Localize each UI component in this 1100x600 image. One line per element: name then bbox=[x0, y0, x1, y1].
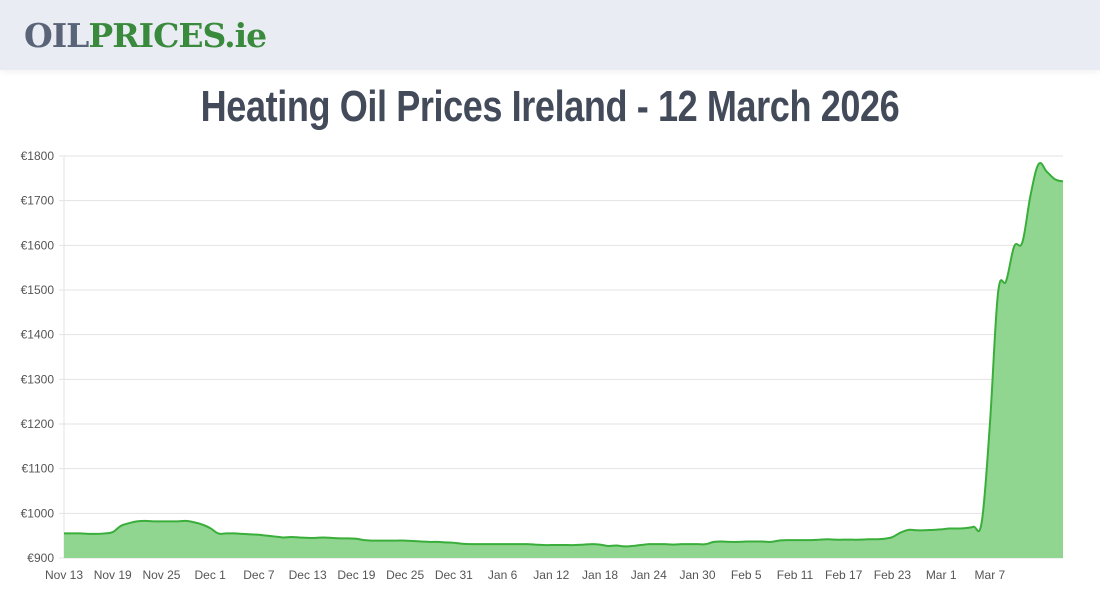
price-area-fill bbox=[64, 162, 1063, 558]
x-tick-label: Mar 7 bbox=[975, 568, 1006, 582]
y-tick-label: €1100 bbox=[22, 462, 55, 476]
y-tick-label: €1200 bbox=[21, 417, 55, 431]
y-tick-label: €1600 bbox=[21, 238, 55, 252]
x-tick-label: Dec 19 bbox=[337, 568, 375, 582]
y-tick-label: €1800 bbox=[21, 149, 55, 163]
x-tick-label: Mar 1 bbox=[926, 568, 957, 582]
x-tick-label: Jan 30 bbox=[679, 568, 715, 582]
x-tick-label: Jan 6 bbox=[488, 568, 518, 582]
site-logo[interactable]: OILPRICES.ie bbox=[24, 16, 267, 56]
y-tick-label: €900 bbox=[27, 551, 54, 565]
y-tick-label: €1400 bbox=[21, 328, 55, 342]
x-tick-label: Nov 25 bbox=[142, 568, 180, 582]
site-header: OILPRICES.ie bbox=[0, 0, 1100, 70]
x-tick-label: Dec 7 bbox=[243, 568, 275, 582]
price-line bbox=[64, 162, 1064, 548]
x-tick-label: Dec 1 bbox=[195, 568, 227, 582]
y-tick-label: €1300 bbox=[21, 372, 55, 386]
y-axis: €900 €1000 €1100 €1200 €1300 €1400 €1500 €1600 €… bbox=[21, 149, 55, 565]
x-tick-label: Dec 25 bbox=[386, 568, 424, 582]
logo-prices-text: PRICES.ie bbox=[88, 16, 267, 55]
x-tick-label: Jan 12 bbox=[533, 568, 569, 582]
logo-oil-text: OIL bbox=[24, 16, 89, 55]
x-tick-label: Jan 18 bbox=[582, 568, 618, 582]
x-tick-label: Jan 24 bbox=[631, 568, 667, 582]
x-tick-label: Feb 17 bbox=[825, 568, 863, 582]
chart-gridlines bbox=[59, 155, 1063, 559]
y-tick-label: €1700 bbox=[21, 194, 55, 208]
x-tick-label: Feb 5 bbox=[731, 568, 762, 582]
x-tick-label: Feb 11 bbox=[777, 568, 814, 582]
x-tick-label: Dec 13 bbox=[289, 568, 327, 582]
y-tick-label: €1000 bbox=[21, 506, 55, 520]
y-tick-label: €1500 bbox=[21, 283, 55, 297]
x-tick-label: Dec 31 bbox=[435, 568, 473, 582]
x-axis: Nov 13 Nov 19 Nov 25 Dec 1 Dec 7 Dec 13 Dec 19… bbox=[45, 568, 1006, 582]
x-tick-label: Feb 23 bbox=[874, 568, 912, 582]
x-tick-label: Nov 13 bbox=[45, 568, 83, 582]
page-title: Heating Oil Prices Ireland - 12 March 20… bbox=[200, 82, 900, 131]
x-tick-label: Nov 19 bbox=[94, 568, 132, 582]
